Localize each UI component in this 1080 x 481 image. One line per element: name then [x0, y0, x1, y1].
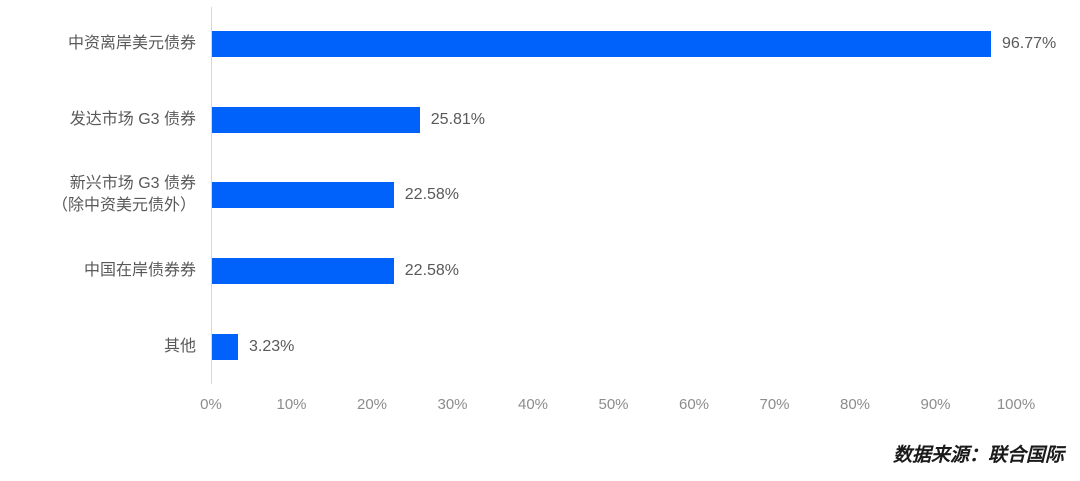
category-label: 中资离岸美元债券 [67, 34, 196, 52]
bar-track: 25.81% [212, 106, 1017, 133]
x-tick-label: 40% [517, 396, 549, 413]
bar-track: 3.23% [212, 334, 1017, 361]
bar-track: 22.58% [212, 258, 1017, 285]
x-tick-label: 10% [276, 396, 307, 413]
bar-value-label: 22.58% [404, 186, 460, 204]
x-tick-label: 60% [678, 396, 710, 413]
bar-value-label: 22.58% [404, 262, 460, 280]
x-tick-label: 30% [437, 396, 468, 413]
bar [212, 30, 991, 57]
bar-rows: 中资离岸美元债券 96.77% 发达市场 G3 债券 25.81% 新兴市场 G3 债券… [0, 6, 1080, 385]
bar-row: 中资离岸美元债券 96.77% [0, 6, 1080, 82]
x-tick-label: 20% [356, 396, 388, 413]
x-tick-label: 50% [598, 396, 629, 413]
x-tick-label: 100% [996, 396, 1036, 413]
category-label: 其他 [163, 338, 196, 356]
bar-value-label: 3.23% [249, 338, 295, 356]
bar-row: 中国在岸债券券 22.58% [0, 233, 1080, 309]
x-tick-label: 90% [920, 396, 951, 413]
category-label: 发达市场 G3 债券 [69, 110, 196, 128]
bar-row: 其他 3.23% [0, 309, 1080, 385]
bar-value-label: 25.81% [430, 110, 486, 128]
x-tick-label: 0% [200, 396, 222, 413]
category-label: 中国在岸债券券 [83, 262, 196, 280]
x-tick-label: 80% [839, 396, 871, 413]
bar-value-label: 96.77% [1001, 34, 1057, 52]
bar-track: 96.77% [212, 30, 1056, 57]
source-note: 数据来源：联合国际 [892, 445, 1064, 466]
bar-row: 新兴市场 G3 债券 （除中资美元债外） 22.58% [0, 158, 1080, 234]
bar [212, 334, 238, 361]
x-tick-label: 70% [759, 396, 790, 413]
x-axis-ticks: 0% 10% 20% 30% 40% 50% 60% 70% 80% 90% 100% [0, 396, 1080, 416]
y-axis-line [211, 7, 212, 384]
bar [212, 258, 394, 285]
bar-track: 22.58% [212, 182, 1017, 209]
bar [212, 182, 394, 209]
bar-row: 发达市场 G3 债券 25.81% [0, 82, 1080, 158]
bar [212, 106, 420, 133]
category-label: 新兴市场 G3 债券 （除中资美元债外） [51, 175, 196, 215]
